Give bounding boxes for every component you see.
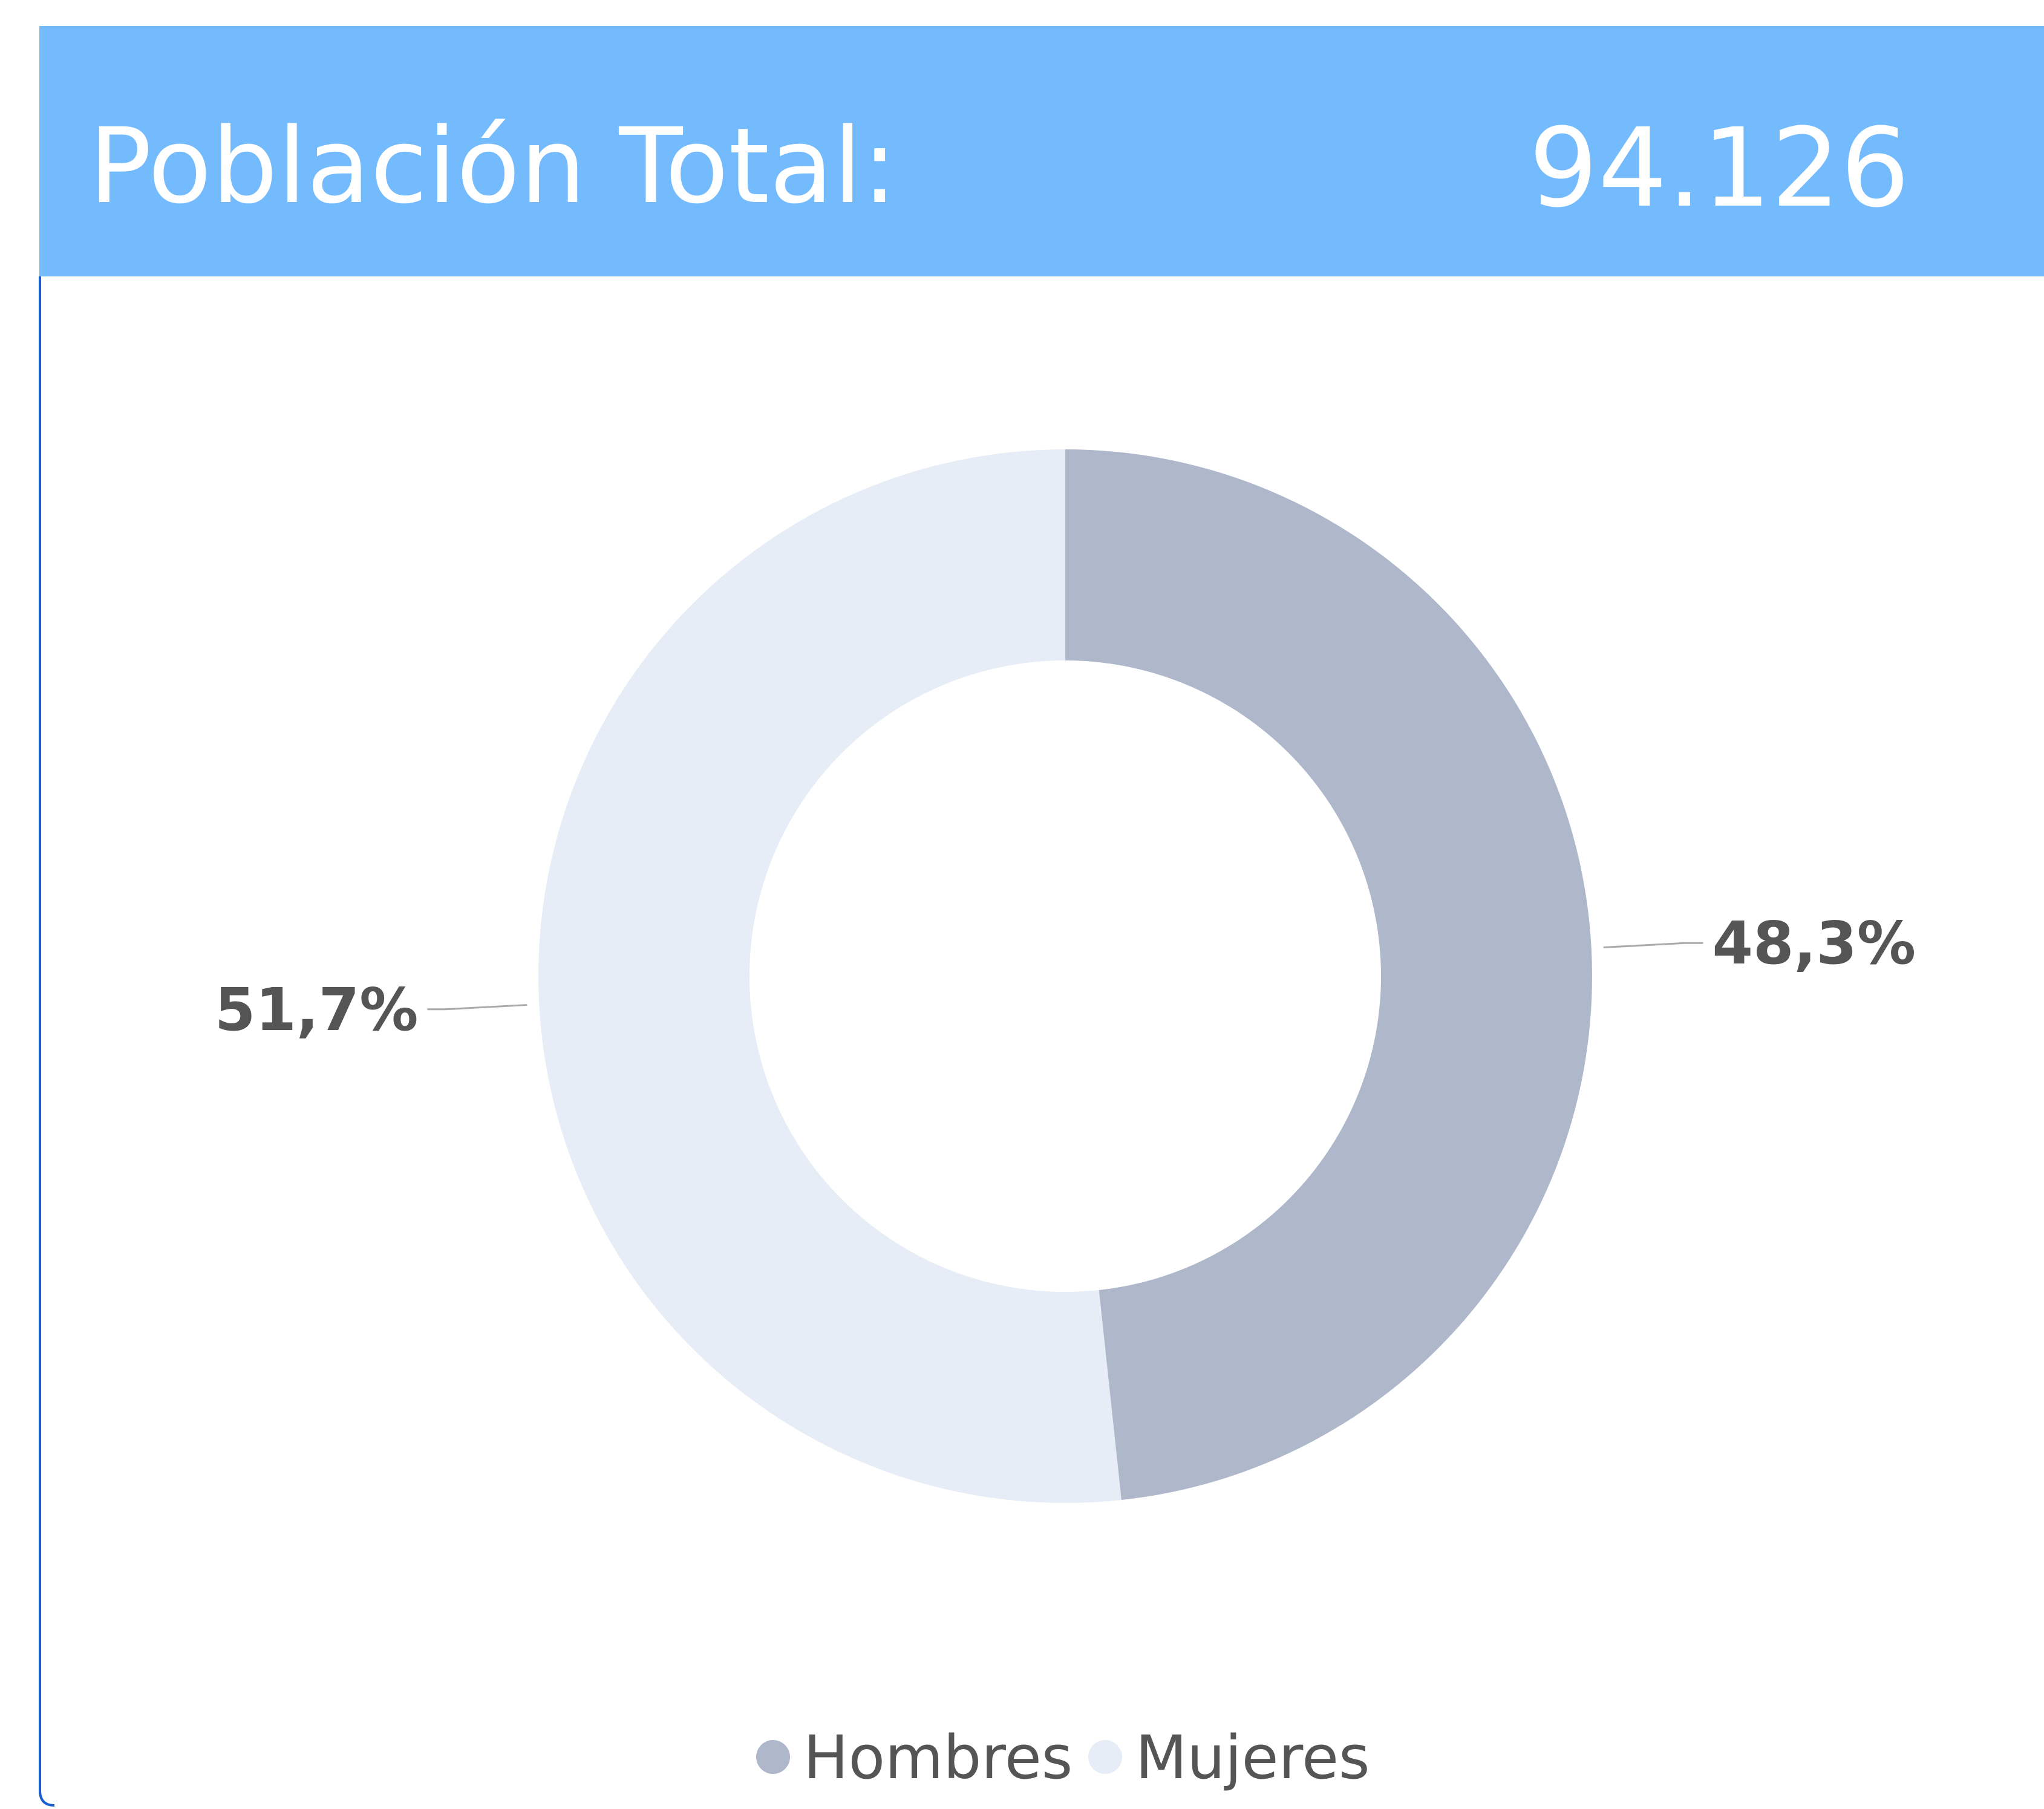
leader-line xyxy=(427,1004,527,1011)
donut-slice xyxy=(538,449,1122,1503)
header-value: 94.126 xyxy=(1529,105,1910,232)
data-label: 51,7% xyxy=(215,976,419,1044)
header-title: Población Total: xyxy=(89,105,897,227)
data-label: 48,3% xyxy=(1713,909,1916,977)
legend-label: Hombres xyxy=(803,1723,1073,1793)
header-bar xyxy=(39,26,2044,276)
donut-slice xyxy=(1065,449,1592,1501)
legend-swatch xyxy=(756,1740,790,1774)
legend-label: Mujeres xyxy=(1135,1723,1370,1793)
legend-swatch xyxy=(1088,1740,1122,1774)
leader-line xyxy=(1603,942,1703,948)
card-border xyxy=(39,276,55,1807)
